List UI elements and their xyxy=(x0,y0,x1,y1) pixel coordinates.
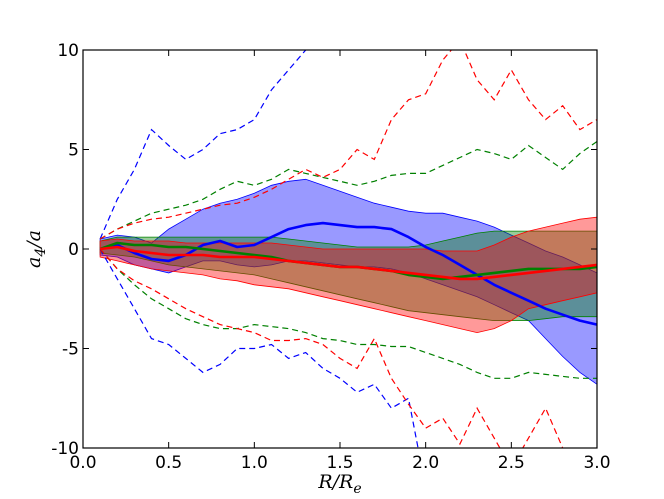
x-tick-label: 2.5 xyxy=(498,453,525,473)
x-tick-label: 0.0 xyxy=(69,453,96,473)
y-tick-label: 0 xyxy=(68,240,79,260)
series-3-band xyxy=(99,216,597,334)
series-3-envelope-upper xyxy=(99,50,597,240)
x-tick-label: 1.5 xyxy=(326,453,353,473)
x-tick-label: 2.0 xyxy=(412,453,439,473)
x-tick-label: 3.0 xyxy=(583,453,610,473)
series-2-envelope-lower xyxy=(99,248,597,379)
series-1-band xyxy=(99,178,597,385)
series-2-envelope-upper xyxy=(99,141,597,240)
y-tick-label: 5 xyxy=(68,141,79,161)
x-axis-label: R/Re xyxy=(317,471,361,497)
y-axis-label: a4/a xyxy=(23,230,49,268)
x-tick-label: 0.5 xyxy=(155,453,182,473)
series-3-envelope-lower xyxy=(99,248,564,448)
series-1-envelope-upper xyxy=(99,50,307,240)
plot-area xyxy=(99,50,597,448)
y-tick-label: 10 xyxy=(57,41,79,61)
y-tick-label: -10 xyxy=(51,439,79,459)
series-1-envelope-lower xyxy=(99,248,419,448)
series-3-median-line xyxy=(99,245,597,281)
y-tick-label: -5 xyxy=(62,340,79,360)
axis-ticks: 0.0 0.5 1.0 1.5 2.0 2.5 3.0 10 5 0 -5 -10 xyxy=(51,41,610,473)
x-tick-label: 1.0 xyxy=(241,453,268,473)
